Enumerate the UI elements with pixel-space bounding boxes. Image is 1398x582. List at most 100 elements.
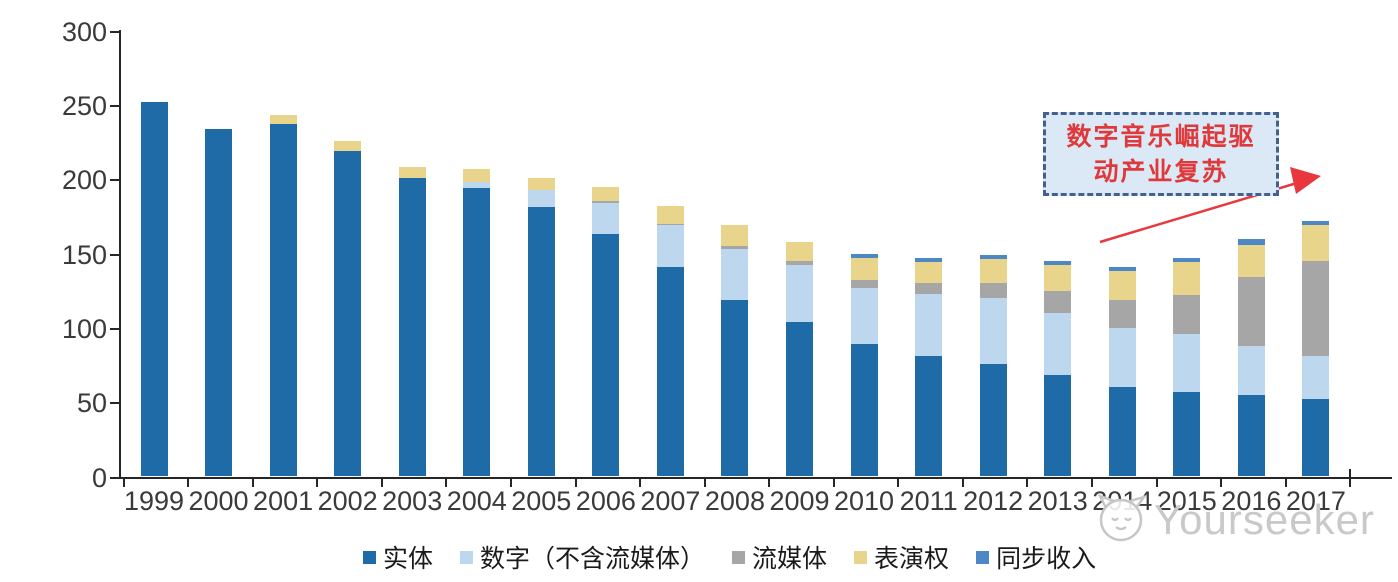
y-axis-tick-label: 100 <box>61 313 107 344</box>
bar-segment-2014 <box>1108 327 1136 388</box>
y-axis-tick <box>110 104 119 107</box>
bar-segment-2001 <box>269 124 297 477</box>
bar-segment-2008 <box>721 246 749 250</box>
legend-item: 表演权 <box>854 539 949 575</box>
bar-segment-2008 <box>721 225 749 247</box>
x-axis-category-label: 2001 <box>253 486 314 516</box>
bar-segment-2010 <box>850 257 878 281</box>
bar-segment-2009 <box>786 241 813 261</box>
legend-item: 同步收入 <box>976 539 1096 575</box>
bar-segment-2006 <box>592 234 620 477</box>
bar-segment-2003 <box>398 167 426 178</box>
x-axis-tick <box>1026 478 1029 487</box>
x-axis-category-label: 2016 <box>1221 486 1282 516</box>
y-axis-line <box>119 30 121 479</box>
y-axis-tick-label: 200 <box>61 165 107 196</box>
bar-segment-2017 <box>1302 220 1330 226</box>
bar-segment-2017 <box>1302 356 1330 400</box>
x-axis-category-label: 2009 <box>769 486 830 516</box>
x-axis-tick <box>1284 478 1287 487</box>
x-axis-category-label: 2008 <box>704 486 765 516</box>
legend-label: 同步收入 <box>996 544 1097 573</box>
annotation-text-line1: 数字音乐崛起驱 <box>1066 122 1256 151</box>
x-axis-tick <box>445 478 448 487</box>
x-axis-tick <box>574 478 577 487</box>
legend-swatch-icon <box>854 550 868 564</box>
legend-label: 数字（不含流媒体） <box>480 544 706 573</box>
legend-swatch-icon <box>363 550 376 564</box>
legend-swatch-icon <box>460 550 474 564</box>
bar-segment-2012 <box>979 298 1007 364</box>
bar-segment-2006 <box>592 202 620 235</box>
x-axis-tick <box>380 478 383 487</box>
bar-segment-2014 <box>1108 299 1136 328</box>
bar-segment-2010 <box>850 280 878 288</box>
x-axis-category-label: 2007 <box>640 486 701 516</box>
legend-label: 流媒体 <box>752 544 828 573</box>
legend-swatch-icon <box>732 550 746 564</box>
bar-segment-2014 <box>1108 266 1136 272</box>
bar-segment-2013 <box>1044 312 1072 376</box>
bar-segment-2017 <box>1302 260 1330 357</box>
bar-segment-2006 <box>592 186 620 202</box>
bar-segment-2012 <box>979 283 1007 299</box>
bar-segment-2009 <box>786 265 813 322</box>
x-axis-category-label: 2005 <box>511 486 572 516</box>
bar-segment-2005 <box>527 189 555 208</box>
bar-segment-2015 <box>1173 262 1201 296</box>
x-axis-tick <box>316 478 319 487</box>
bar-segment-2007 <box>656 225 684 267</box>
x-axis-tick <box>1349 478 1352 487</box>
annotation-text-line2: 动产业复苏 <box>1093 157 1229 186</box>
x-axis-tick <box>897 478 900 487</box>
x-axis-category-label: 2004 <box>446 486 507 516</box>
x-axis-category-label: 2003 <box>382 486 443 516</box>
y-axis-tick-label: 300 <box>61 16 107 47</box>
bar-segment-2009 <box>786 321 813 477</box>
bar-segment-2016 <box>1237 345 1265 395</box>
bar-segment-2004 <box>463 168 491 183</box>
x-axis-tick <box>1155 478 1158 487</box>
legend-label: 表演权 <box>874 544 950 573</box>
bar-segment-2001 <box>269 115 297 125</box>
bar-segment-2011 <box>915 293 943 357</box>
bar-segment-2010 <box>850 287 878 345</box>
watermark-text: Yourseeker <box>1154 496 1375 543</box>
bar-segment-2016 <box>1237 277 1265 346</box>
bar-segment-2012 <box>979 363 1007 477</box>
bar-segment-2005 <box>527 207 555 477</box>
bar-segment-2014 <box>1108 387 1136 477</box>
bar-segment-2014 <box>1108 271 1136 300</box>
watermark: Yourseeker <box>1092 494 1375 546</box>
bar-segment-2011 <box>915 356 943 477</box>
bar-segment-2015 <box>1173 391 1201 477</box>
y-axis-tick <box>110 253 119 256</box>
bar-segment-2012 <box>979 259 1007 284</box>
y-axis-tick-label: 150 <box>61 239 107 270</box>
legend-item: 数字（不含流媒体） <box>460 539 705 575</box>
y-axis-tick-label: 250 <box>61 90 107 121</box>
legend-label: 实体 <box>383 544 434 573</box>
x-axis-tick <box>1220 478 1223 487</box>
bar-segment-2007 <box>656 205 684 224</box>
x-axis-end-tick <box>1349 468 1352 477</box>
x-axis-category-label: 2013 <box>1027 486 1088 516</box>
x-axis-category-label: 2002 <box>317 486 378 516</box>
y-axis-tick-label: 50 <box>76 388 107 419</box>
legend-item: 实体 <box>363 539 433 575</box>
bar-segment-2010 <box>850 344 878 477</box>
legend-item: 流媒体 <box>732 539 827 575</box>
x-axis-category-label: 2017 <box>1285 486 1346 516</box>
y-axis-tick <box>110 402 119 405</box>
x-axis-tick <box>703 478 706 487</box>
x-axis-tick <box>832 478 835 487</box>
y-axis-tick <box>110 476 119 479</box>
chart-legend: 实体 数字（不含流媒体） 流媒体 表演权 同步收入 <box>363 539 1096 575</box>
bar-segment-2008 <box>721 299 749 477</box>
x-axis-category-label: 2011 <box>899 486 958 516</box>
x-axis-category-label: 2000 <box>188 486 249 516</box>
bar-segment-2015 <box>1173 295 1201 334</box>
bar-segment-2011 <box>915 283 943 294</box>
bar-segment-2017 <box>1302 225 1330 261</box>
legend-swatch-icon <box>976 550 990 564</box>
